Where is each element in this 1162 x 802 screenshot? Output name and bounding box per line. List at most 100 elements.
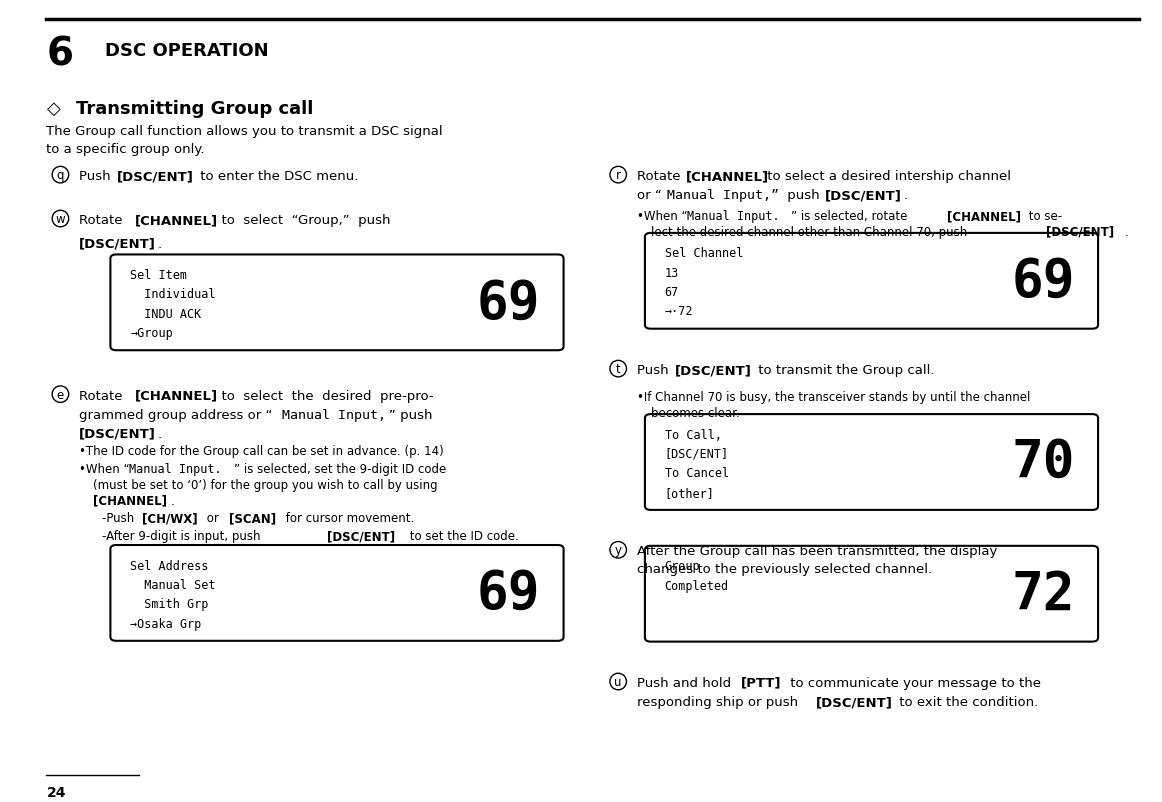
Text: Manual Input.: Manual Input. xyxy=(129,463,222,476)
Text: 24: 24 xyxy=(46,785,66,800)
Text: 67: 67 xyxy=(665,286,679,298)
Text: Rotate: Rotate xyxy=(637,170,684,183)
Text: [DSC/ENT]: [DSC/ENT] xyxy=(79,237,156,250)
Text: Manual Input.: Manual Input. xyxy=(687,209,780,223)
Text: to communicate your message to the: to communicate your message to the xyxy=(786,676,1040,689)
Text: to set the ID code.: to set the ID code. xyxy=(406,529,518,542)
Text: push: push xyxy=(783,189,824,202)
Text: Transmitting Group call: Transmitting Group call xyxy=(76,99,313,118)
FancyBboxPatch shape xyxy=(110,255,564,350)
Text: Rotate: Rotate xyxy=(79,389,131,402)
Text: To Call,: To Call, xyxy=(665,428,722,441)
Text: [CHANNEL]: [CHANNEL] xyxy=(135,389,218,402)
Text: ◇: ◇ xyxy=(46,99,60,118)
Text: 70: 70 xyxy=(1011,436,1075,488)
Text: u: u xyxy=(615,675,622,688)
Text: .: . xyxy=(1125,225,1128,239)
Text: Manual Set: Manual Set xyxy=(130,578,216,591)
FancyBboxPatch shape xyxy=(110,545,564,641)
FancyBboxPatch shape xyxy=(645,546,1098,642)
Text: .: . xyxy=(171,494,174,508)
Text: 69: 69 xyxy=(476,277,540,329)
Text: Push: Push xyxy=(637,363,673,377)
Text: e: e xyxy=(57,388,64,401)
Text: for cursor movement.: for cursor movement. xyxy=(282,512,415,525)
FancyBboxPatch shape xyxy=(645,415,1098,510)
Text: to  select  “Group,”  push: to select “Group,” push xyxy=(213,213,390,227)
Text: [DSC/ENT]: [DSC/ENT] xyxy=(1046,225,1114,239)
Text: [DSC/ENT]: [DSC/ENT] xyxy=(79,427,156,440)
Text: to transmit the Group call.: to transmit the Group call. xyxy=(754,363,934,377)
Text: Individual: Individual xyxy=(130,288,216,301)
Text: [CHANNEL]: [CHANNEL] xyxy=(135,213,218,227)
Text: [PTT]: [PTT] xyxy=(741,676,782,689)
Text: •When “: •When “ xyxy=(79,463,130,476)
Text: Push and hold: Push and hold xyxy=(637,676,736,689)
Text: becomes clear.: becomes clear. xyxy=(651,407,739,419)
Text: Sel Address: Sel Address xyxy=(130,559,208,572)
Text: or “: or “ xyxy=(637,189,661,202)
Text: •The ID code for the Group call can be set in advance. (p. 14): •The ID code for the Group call can be s… xyxy=(79,445,444,458)
Text: Manual Input,”: Manual Input,” xyxy=(667,189,779,202)
Text: 6: 6 xyxy=(46,36,73,74)
Text: 72: 72 xyxy=(1011,568,1075,620)
Text: Manual Input,: Manual Input, xyxy=(282,408,387,421)
Text: .: . xyxy=(904,189,909,202)
Text: [DSC/ENT]: [DSC/ENT] xyxy=(665,448,729,460)
Text: [DSC/ENT]: [DSC/ENT] xyxy=(825,189,902,202)
Text: to se-: to se- xyxy=(1025,209,1062,223)
Text: lect the desired channel other than Channel 70, push: lect the desired channel other than Chan… xyxy=(651,225,970,239)
Text: •When “: •When “ xyxy=(637,209,688,223)
Text: After the Group call has been transmitted, the display
changes to the previously: After the Group call has been transmitte… xyxy=(637,545,997,576)
Text: [CHANNEL]: [CHANNEL] xyxy=(686,170,769,183)
Text: t: t xyxy=(616,363,621,375)
Text: r: r xyxy=(616,169,621,182)
Text: →·72: →·72 xyxy=(665,305,694,318)
Text: •If Channel 70 is busy, the transceiver stands by until the channel: •If Channel 70 is busy, the transceiver … xyxy=(637,391,1031,403)
Text: INDU ACK: INDU ACK xyxy=(130,307,201,320)
Text: to enter the DSC menu.: to enter the DSC menu. xyxy=(196,170,359,183)
Text: Sel Item: Sel Item xyxy=(130,269,187,282)
Text: to  select  the  desired  pre-pro-: to select the desired pre-pro- xyxy=(213,389,433,402)
Text: y: y xyxy=(615,544,622,557)
Text: to exit the condition.: to exit the condition. xyxy=(895,695,1038,708)
Text: -Push: -Push xyxy=(102,512,138,525)
Text: ” push: ” push xyxy=(389,408,432,421)
Text: .: . xyxy=(158,427,163,440)
Text: DSC OPERATION: DSC OPERATION xyxy=(105,42,268,59)
Text: [CHANNEL]: [CHANNEL] xyxy=(93,494,167,508)
Text: or: or xyxy=(203,512,223,525)
Text: To Cancel: To Cancel xyxy=(665,467,729,480)
Text: grammed group address or “: grammed group address or “ xyxy=(79,408,272,421)
Text: Sel Channel: Sel Channel xyxy=(665,247,743,260)
Text: (must be set to ‘0’) for the group you wish to call by using: (must be set to ‘0’) for the group you w… xyxy=(93,478,438,492)
Text: 69: 69 xyxy=(1011,256,1075,307)
Text: -After 9-digit is input, push: -After 9-digit is input, push xyxy=(102,529,265,542)
Text: Completed: Completed xyxy=(665,579,729,592)
FancyBboxPatch shape xyxy=(645,233,1098,330)
Text: [DSC/ENT]: [DSC/ENT] xyxy=(117,170,194,183)
Text: Smith Grp: Smith Grp xyxy=(130,597,208,610)
Text: .: . xyxy=(158,237,163,250)
Text: q: q xyxy=(57,169,64,182)
Text: 13: 13 xyxy=(665,266,679,279)
Text: to select a desired intership channel: to select a desired intership channel xyxy=(763,170,1011,183)
Text: →Osaka Grp: →Osaka Grp xyxy=(130,617,201,630)
Text: [other]: [other] xyxy=(665,486,715,499)
Text: responding ship or push: responding ship or push xyxy=(637,695,802,708)
Text: [CH/WX]: [CH/WX] xyxy=(142,512,198,525)
Text: ” is selected, rotate: ” is selected, rotate xyxy=(791,209,911,223)
Text: [CHANNEL]: [CHANNEL] xyxy=(947,209,1021,223)
Text: Push: Push xyxy=(79,170,115,183)
Text: [DSC/ENT]: [DSC/ENT] xyxy=(675,363,752,377)
Text: [DSC/ENT]: [DSC/ENT] xyxy=(816,695,892,708)
Text: ” is selected, set the 9-digit ID code: ” is selected, set the 9-digit ID code xyxy=(234,463,446,476)
Text: [DSC/ENT]: [DSC/ENT] xyxy=(327,529,395,542)
Text: Group: Group xyxy=(665,560,701,573)
Text: The Group call function allows you to transmit a DSC signal
to a specific group : The Group call function allows you to tr… xyxy=(46,125,443,156)
Text: →Group: →Group xyxy=(130,326,173,339)
Text: w: w xyxy=(56,213,65,225)
Text: Rotate: Rotate xyxy=(79,213,131,227)
Text: [SCAN]: [SCAN] xyxy=(229,512,277,525)
Text: 69: 69 xyxy=(476,567,540,619)
